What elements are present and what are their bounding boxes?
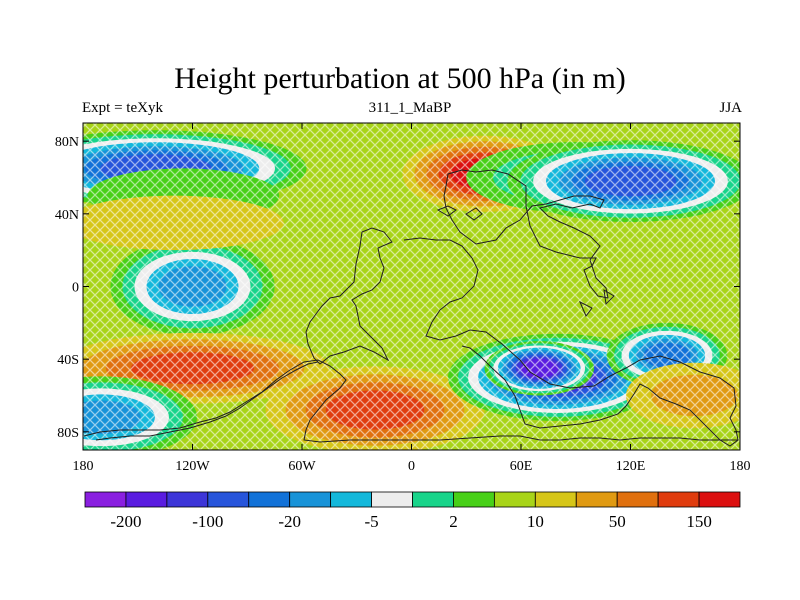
colorbar: -200 -100 -20 -5 2 10 50 150	[84, 491, 741, 531]
colorbar-label: -20	[278, 512, 301, 531]
colorbar-label: 50	[609, 512, 626, 531]
colorbar-label: -200	[110, 512, 141, 531]
x-tick-label: 60W	[288, 459, 316, 474]
coastline-islands	[436, 205, 615, 317]
x-tick-label: 0	[408, 459, 415, 474]
coastline-eurasia	[403, 237, 739, 447]
colorbar-box	[412, 491, 454, 508]
coastline-western-ridge	[95, 361, 319, 441]
colorbar-box	[84, 491, 127, 508]
y-tick-label: 80N	[55, 135, 79, 150]
x-tick-label: 120W	[175, 459, 210, 474]
y-tick-label: 0	[72, 281, 79, 296]
colorbar-box	[248, 491, 291, 508]
y-tick-label: 40N	[55, 208, 79, 223]
colorbar-box	[698, 491, 741, 508]
experiment-label: Expt = teXyk	[82, 100, 163, 116]
colorbar-box	[616, 491, 659, 508]
colorbar-box	[166, 491, 209, 508]
colorbar-box	[657, 491, 700, 508]
x-tick-label: 120E	[616, 459, 646, 474]
colorbar-box	[534, 491, 577, 508]
colorbar-label: -100	[192, 512, 223, 531]
coastline-americas	[305, 227, 393, 365]
y-tick-label: 40S	[57, 353, 79, 368]
season-label: JJA	[719, 100, 742, 116]
colorbar-label: 2	[449, 512, 458, 531]
colorbar-label: -5	[364, 512, 378, 531]
colorbar-box	[125, 491, 168, 508]
x-tick-label: 180	[73, 459, 94, 474]
colorbar-label: 10	[527, 512, 544, 531]
land-outline	[83, 169, 739, 447]
y-tick-label: 80S	[57, 426, 79, 441]
colorbar-box	[330, 491, 372, 508]
height-field	[83, 123, 740, 450]
plot-title: Height perturbation at 500 hPa (in m)	[174, 62, 626, 95]
colorbar-box	[207, 491, 250, 508]
colorbar-box	[493, 491, 536, 508]
colorbar-box	[575, 491, 618, 508]
coastline-southern-rim	[83, 359, 738, 443]
colorbar-label: 150	[686, 512, 712, 531]
colorbar-box	[371, 491, 413, 508]
run-label: 311_1_MaBP	[368, 100, 452, 116]
colorbar-box	[453, 491, 495, 508]
x-tick-label: 60E	[510, 459, 533, 474]
colorbar-box	[289, 491, 332, 508]
coastline-north-continent	[443, 169, 609, 299]
x-tick-label: 180	[730, 459, 751, 474]
axis-ticks: 180 120W 60W 0 60E 120E 180 80N 40N 0 40S 80S	[55, 123, 751, 474]
stipple-overlay	[83, 123, 740, 450]
